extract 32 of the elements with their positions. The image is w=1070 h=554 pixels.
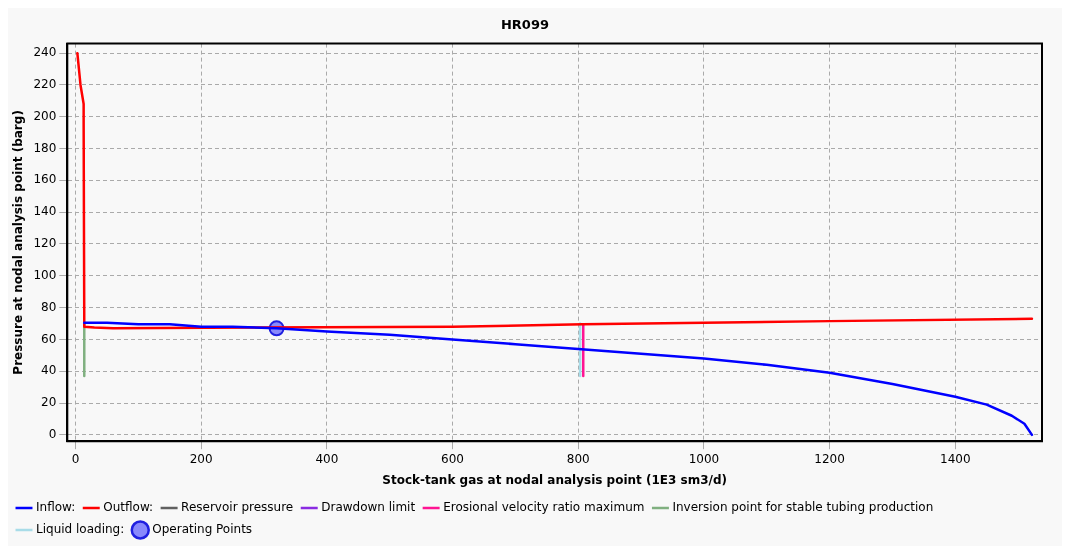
- y-tick-label: 60: [41, 331, 57, 346]
- x-tick-label: 200: [189, 451, 213, 466]
- chart-title: HR099: [500, 17, 550, 33]
- y-tick-label: 220: [33, 77, 57, 92]
- legend-label: Erosional velocity ratio maximum: [443, 500, 645, 515]
- y-tick-label: 140: [33, 204, 57, 219]
- y-tick-label: 200: [33, 108, 57, 123]
- x-tick-label: 800: [566, 451, 590, 466]
- x-axis-title: Stock-tank gas at nodal analysis point (1E3 sm3/d): [382, 472, 727, 487]
- y-tick-label: 160: [33, 172, 57, 187]
- legend-label: Drawdown limit: [321, 500, 416, 515]
- y-tick-label: 0: [48, 426, 57, 441]
- y-tick-label: 120: [33, 236, 57, 251]
- legend-label: Inflow:: [36, 500, 76, 515]
- y-tick-label: 20: [41, 395, 57, 410]
- y-tick-label: 100: [33, 267, 57, 282]
- y-tick-label: 80: [41, 299, 57, 314]
- legend-label: Operating Points: [152, 522, 253, 537]
- x-tick-label: 1200: [814, 451, 845, 466]
- legend-label: Outflow:: [103, 500, 154, 515]
- legend-label: Inversion point for stable tubing production: [672, 500, 934, 515]
- x-tick-label: 1000: [688, 451, 720, 466]
- y-tick-label: 40: [41, 363, 57, 378]
- y-axis-title: Pressure at nodal analysis point (barg): [11, 110, 26, 375]
- y-tick-label: 180: [33, 140, 57, 155]
- legend-label: Liquid loading:: [36, 522, 125, 537]
- x-tick-label: 600: [441, 451, 464, 466]
- x-tick-label: 1400: [940, 451, 971, 466]
- y-tick-label: 240: [33, 45, 57, 60]
- x-tick-label: 0: [71, 451, 80, 466]
- x-tick-label: 400: [315, 451, 339, 466]
- legend-label: Reservoir pressure: [181, 500, 294, 515]
